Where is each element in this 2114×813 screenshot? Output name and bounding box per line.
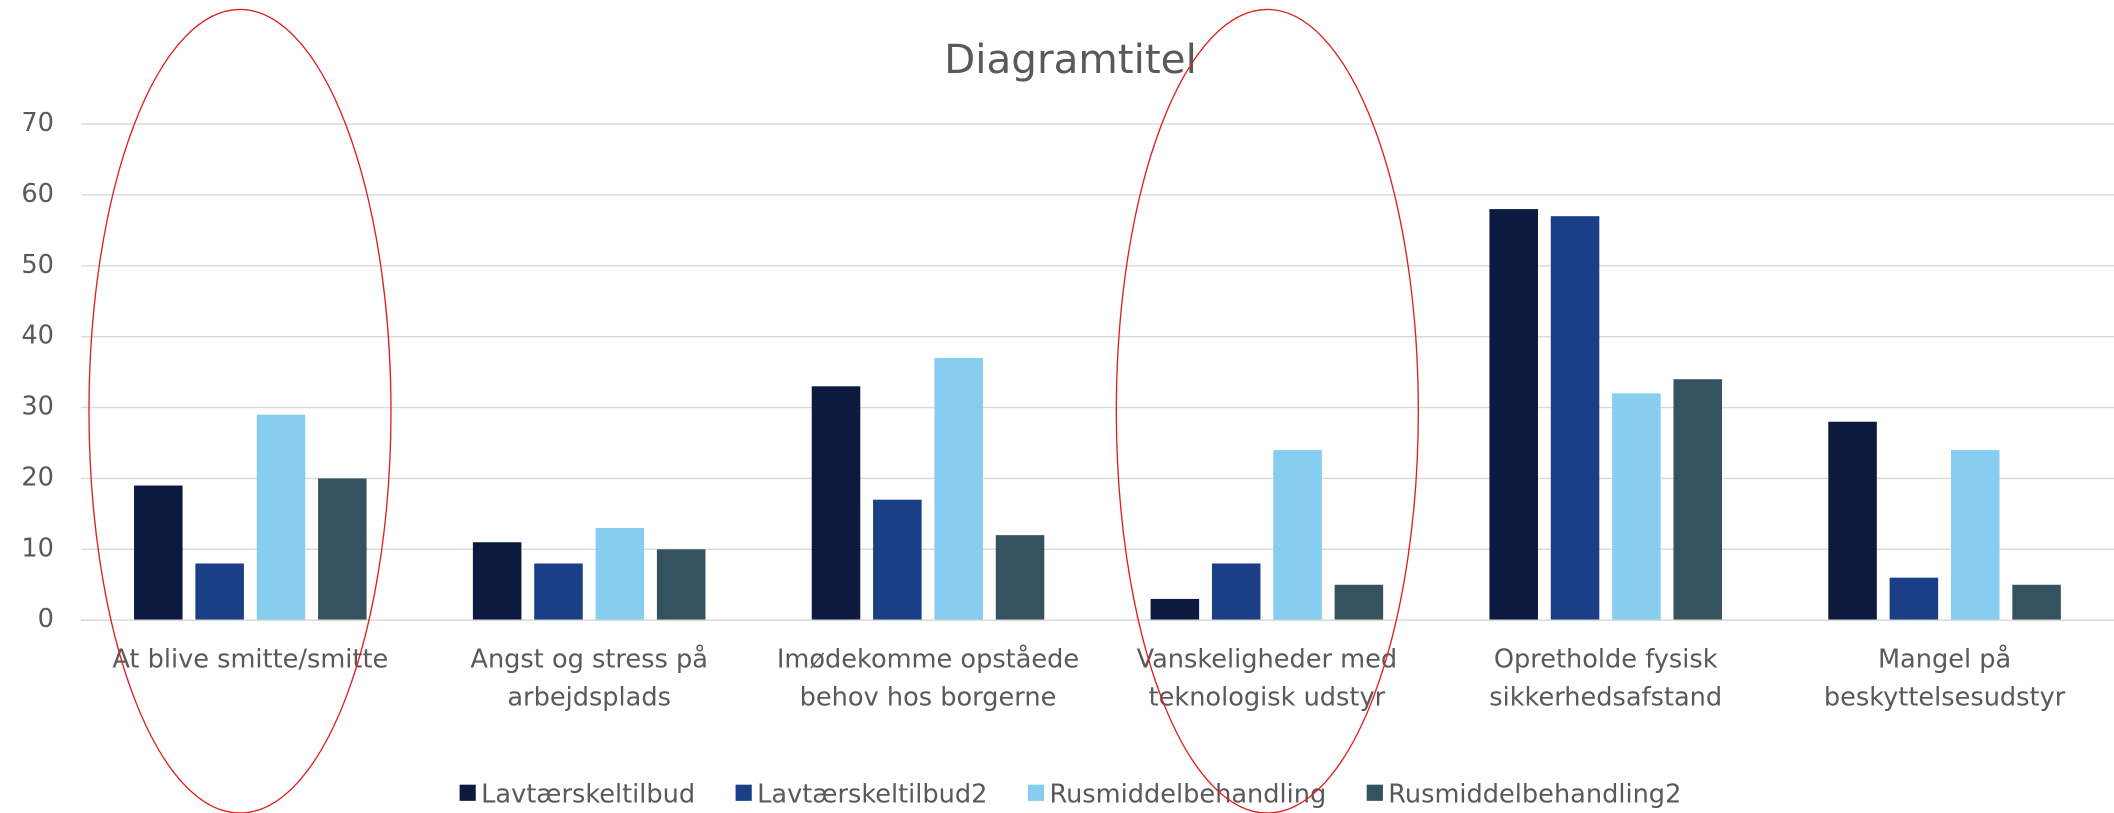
bar	[1211, 563, 1261, 621]
x-tick-label: At blive smitte/smitte	[112, 645, 388, 675]
y-tick-label: 70	[21, 108, 54, 138]
legend-swatch	[735, 784, 752, 801]
bar	[1334, 584, 1384, 621]
bar	[318, 478, 367, 621]
x-tick-label: Imødekomme opståede behov hos borgerne	[777, 645, 1079, 713]
y-tick-label: 10	[21, 533, 54, 563]
bar	[1273, 450, 1322, 621]
bar	[811, 386, 861, 621]
bar	[1828, 421, 1877, 621]
bar	[472, 542, 522, 621]
x-tick-label: Angst og stress på arbejdsplads	[470, 645, 707, 713]
legend-swatch	[459, 784, 476, 801]
y-tick-label: 30	[21, 392, 54, 422]
legend-label: Lavtærskeltilbud2	[757, 779, 987, 809]
bar	[995, 535, 1045, 621]
legend-swatch	[1027, 784, 1045, 801]
y-tick-label: 50	[21, 250, 54, 280]
bar	[534, 563, 583, 621]
bar	[195, 563, 244, 621]
bar	[1889, 577, 1939, 621]
x-tick-label: Vanskeligheder med teknologisk udstyr	[1137, 645, 1398, 713]
bar	[595, 528, 645, 621]
bar	[1673, 379, 1723, 621]
x-tick-label: Opretholde fysisk sikkerhedsafstand	[1489, 645, 1722, 713]
legend-label: Rusmiddelbehandling	[1049, 779, 1326, 809]
bar	[134, 485, 183, 621]
plot: 0 10 20 30 40 50 60 70 At blive smitte/smitte Ang…	[21, 108, 2114, 809]
x-tick-label: Mangel på beskyttelsesudstyr	[1824, 645, 2066, 713]
legend-label: Rusmiddelbehandling2	[1388, 779, 1681, 809]
y-tick-label: 0	[38, 604, 54, 634]
annotation-ellipse	[88, 8, 392, 813]
y-tick-label: 20	[21, 462, 54, 492]
bar	[1150, 598, 1200, 621]
legend-label: Lavtærskeltilbud	[481, 779, 695, 809]
bar	[873, 499, 922, 621]
chart-title: Diagramtitel	[944, 35, 1197, 83]
y-tick-label: 40	[21, 321, 54, 351]
bar	[1550, 216, 1600, 621]
bar	[656, 549, 706, 621]
bar	[1950, 450, 2000, 621]
bar	[1612, 393, 1661, 621]
y-tick-label: 60	[21, 179, 54, 209]
bar	[1489, 209, 1538, 621]
bar	[2012, 584, 2061, 621]
legend-swatch	[1366, 784, 1383, 801]
bar	[256, 414, 306, 621]
bar	[934, 357, 983, 621]
